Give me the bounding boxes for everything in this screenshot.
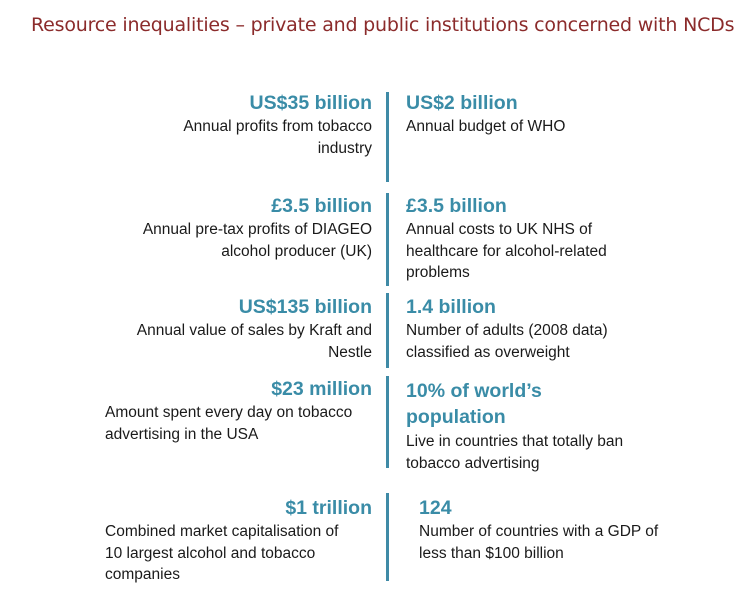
stat-figure: £3.5 billion — [406, 195, 507, 217]
stat-block-right: 1.4 billion Number of adults (2008 data)… — [406, 296, 611, 363]
divider-line — [386, 92, 389, 182]
stat-description: Annual budget of WHO — [406, 118, 566, 135]
stat-block-left: $23 million Amount spent every day on to… — [105, 378, 372, 445]
stat-block-right: US$2 billion Annual budget of WHO — [406, 92, 666, 138]
page-title: Resource inequalities – private and publ… — [31, 14, 735, 36]
stat-figure: £3.5 billion — [271, 195, 372, 217]
stat-block-left: US$35 billion Annual profits from tobacc… — [132, 92, 372, 159]
stat-block-left: $1 trillion Combined market capitalisati… — [105, 497, 372, 586]
stat-figure: 1.4 billion — [406, 296, 496, 318]
stat-description: Combined market capitalisation of 10 lar… — [105, 523, 339, 583]
stat-figure: 10% of world’s population — [406, 380, 542, 428]
stat-block-right: 10% of world’s population Live in countr… — [406, 378, 676, 474]
divider-line — [386, 293, 389, 368]
stat-description: Number of adults (2008 data) classified … — [406, 322, 608, 361]
stat-figure: US$2 billion — [406, 92, 518, 114]
stat-figure: US$35 billion — [249, 92, 372, 114]
stat-description: Annual profits from tobacco industry — [183, 118, 372, 157]
stat-figure: $1 trillion — [285, 497, 372, 519]
stat-block-left: £3.5 billion Annual pre-tax profits of D… — [102, 195, 372, 262]
divider-line — [386, 376, 389, 468]
stat-description: Annual costs to UK NHS of healthcare for… — [406, 221, 607, 281]
stat-description: Live in countries that totally ban tobac… — [406, 433, 624, 472]
stat-figure: US$135 billion — [238, 296, 372, 318]
stat-figure: 124 — [419, 497, 452, 519]
stat-description: Number of countries with a GDP of less t… — [419, 523, 659, 562]
divider-line — [386, 193, 389, 286]
stat-description: Annual pre-tax profits of DIAGEO alcohol… — [142, 221, 372, 260]
stat-description: Amount spent every day on tobacco advert… — [105, 404, 353, 443]
stat-description: Annual value of sales by Kraft and Nestl… — [136, 322, 372, 361]
divider-line — [386, 493, 389, 581]
stat-block-right: £3.5 billion Annual costs to UK NHS of h… — [406, 195, 656, 284]
stat-block-left: US$135 billion Annual value of sales by … — [122, 296, 372, 363]
stat-figure: $23 million — [271, 378, 372, 400]
stat-block-right: 124 Number of countries with a GDP of le… — [419, 497, 689, 564]
